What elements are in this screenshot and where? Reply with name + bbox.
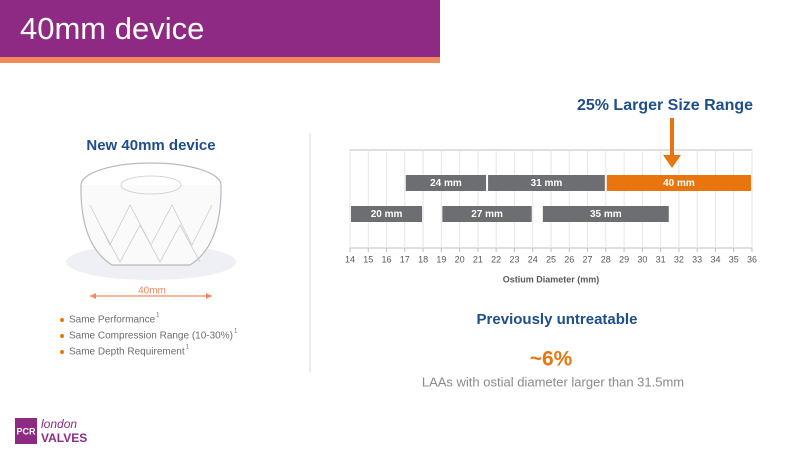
slide-title: 40mm device — [20, 11, 204, 46]
x-tick-label: 20 — [455, 254, 465, 264]
bullet-text: Same Compression Range (10-30%) — [69, 331, 233, 342]
x-tick-label: 27 — [583, 254, 593, 264]
stats-value: ~6% — [530, 348, 573, 371]
chart: 14 15 16 17 18 19 20 21 22 23 24 25 26 27 28 29 30 31 32 33… — [345, 149, 757, 284]
logo-box-text: PCR — [16, 426, 36, 436]
x-tick-label: 19 — [436, 254, 446, 264]
bullet-note: 1 — [234, 329, 238, 335]
bullet-dot — [60, 318, 64, 322]
bullet-text: Same Performance — [69, 315, 156, 326]
logo-line2: VALVES — [41, 431, 87, 445]
range-bar — [442, 206, 532, 222]
x-tick-label: 23 — [509, 254, 519, 264]
stats-heading: Previously untreatable — [477, 311, 638, 328]
bullet-text: Same Depth Requirement — [69, 347, 185, 358]
bullet-dot — [60, 334, 64, 338]
bar-label: 20 mm — [371, 209, 403, 220]
bullet-note: 1 — [186, 345, 190, 351]
bullet-dot — [60, 350, 64, 354]
x-tick-label: 33 — [692, 254, 702, 264]
panel-heading: New 40mm device — [86, 137, 215, 154]
x-tick-label: 24 — [528, 254, 538, 264]
annotation-arrow — [663, 118, 681, 168]
x-tick-label: 26 — [564, 254, 574, 264]
x-tick-label: 31 — [656, 254, 666, 264]
header-band — [0, 0, 440, 57]
x-tick-label: 29 — [619, 254, 629, 264]
bar-label: 24 mm — [430, 178, 462, 189]
x-tick-label: 36 — [747, 254, 757, 264]
logo-box — [15, 418, 37, 444]
x-tick-label: 17 — [400, 254, 410, 264]
x-tick-label: 25 — [546, 254, 556, 264]
x-tick-label: 15 — [363, 254, 373, 264]
range-bar — [351, 206, 423, 222]
x-tick-label: 18 — [418, 254, 428, 264]
x-tick-label: 32 — [674, 254, 684, 264]
bar-label: 27 mm — [471, 209, 503, 220]
x-tick-label: 22 — [491, 254, 501, 264]
bar-label: 40 mm — [663, 178, 695, 189]
image-label: 40mm — [138, 286, 166, 297]
range-bar — [542, 206, 669, 222]
bullet-note: 1 — [156, 313, 160, 319]
bar-label: 31 mm — [531, 178, 563, 189]
device-image — [66, 162, 236, 299]
logo-line1: london — [41, 417, 77, 431]
header-underline — [0, 57, 440, 63]
chart-annotation: 25% Larger Size Range — [577, 97, 753, 114]
x-tick-label: 30 — [637, 254, 647, 264]
x-tick-label: 28 — [601, 254, 611, 264]
stats-caption: LAAs with ostial diameter larger than 31… — [422, 374, 684, 389]
x-tick-label: 14 — [345, 254, 355, 264]
range-bar — [488, 175, 605, 191]
bar-label: 35 mm — [590, 209, 622, 220]
range-bar — [405, 175, 487, 191]
x-tick-label: 34 — [710, 254, 720, 264]
x-tick-label: 35 — [729, 254, 739, 264]
x-tick-label: 16 — [382, 254, 392, 264]
range-bar — [606, 175, 751, 191]
x-tick-label: 21 — [473, 254, 483, 264]
x-axis-label: Ostium Diameter (mm) — [503, 274, 600, 284]
